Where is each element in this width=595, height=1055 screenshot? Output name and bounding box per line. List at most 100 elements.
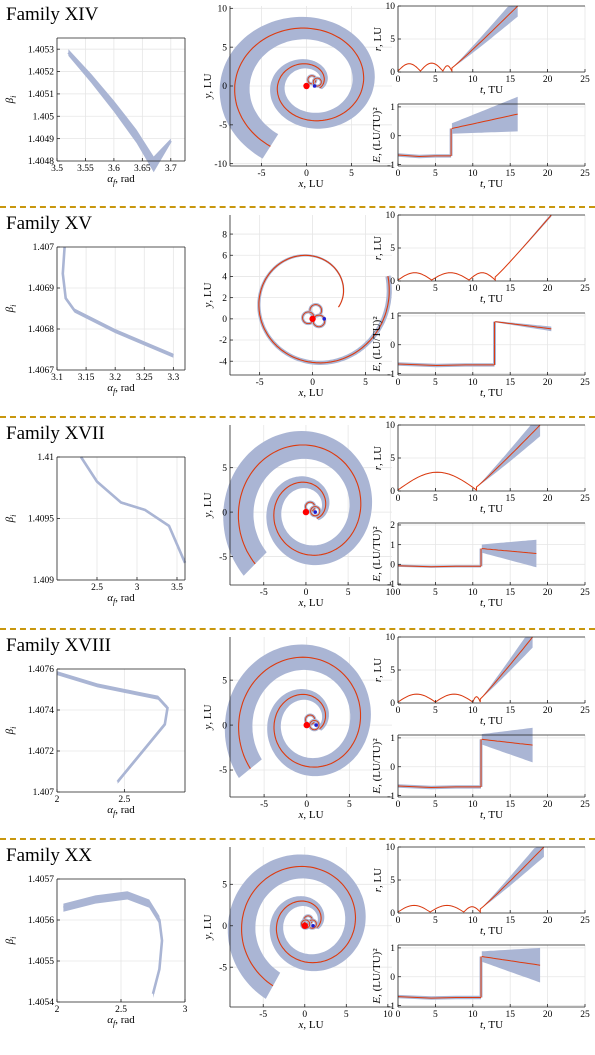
r-plot-x-tick-label: 10	[468, 494, 478, 504]
E-plot-x-tick-label: 15	[505, 378, 515, 388]
separator-line	[0, 206, 595, 208]
beta-plot-y-tick-label: 1.4056	[28, 916, 54, 926]
r-plot-x-tick-label: 0	[396, 284, 401, 294]
r-band	[398, 6, 518, 72]
secondary-marker	[322, 317, 327, 321]
r-plot-x-axis-label: t, TU	[480, 503, 503, 515]
r-plot-y-tick-label: 5	[390, 35, 395, 45]
r-plot-y-axis-label: r, LU	[372, 236, 384, 261]
r-plot-x-tick-label: 10	[468, 284, 478, 294]
E-plot-x-tick-label: 15	[505, 1010, 515, 1020]
beta-plot-y-tick-label: 1.4053	[28, 45, 54, 55]
traj-plot-x-axis-label: x, LU	[297, 178, 323, 190]
E-plot-y-tick-label: 0	[390, 763, 395, 773]
family-panel-xv: Family XV 3.1 3.15 3.2 3.25 3.3 1.4067 1.4068 1…	[0, 209, 595, 418]
beta-curve	[61, 246, 174, 357]
trajectory-spiral-band	[223, 431, 373, 576]
traj-plot-plot-area	[230, 215, 392, 375]
r-plot-x-tick-label: 20	[543, 75, 553, 85]
secondary-marker	[312, 84, 317, 88]
traj-plot-y-tick-label: -5	[219, 121, 227, 131]
E-plot-y-axis-label: E, (LU/TU)²	[371, 738, 383, 795]
trajectory-spiral-band	[224, 644, 371, 778]
traj-plot-y-tick-label: -4	[219, 357, 227, 367]
r-plot-y-axis-label: r, LU	[372, 27, 384, 52]
E-plot-y-tick-label: 2	[390, 521, 395, 531]
beta-plot-y-tick-label: 1.4048	[28, 157, 54, 167]
beta-plot-y-tick-label: 1.4051	[28, 90, 54, 100]
separator-line	[0, 628, 595, 630]
beta-plot-plot-area	[57, 669, 185, 792]
E-nominal-post	[495, 321, 552, 330]
beta-plot-y-axis-label: βi	[4, 515, 18, 524]
E-plot-y-axis-label: E, (LU/TU)²	[371, 526, 383, 583]
family-panel-xiv: Family XIV 3.5 3.55 3.6 3.65 3.7 1.4048 1.4049…	[0, 0, 595, 209]
beta-plot-axes: 3.5 3.55 3.6 3.65 3.7 1.4048 1.4049 1.405 1.4051…	[4, 37, 186, 187]
E-plot-y-tick-label: 1	[390, 734, 395, 744]
E-plot-x-tick-label: 15	[505, 800, 515, 810]
beta-curve	[56, 671, 169, 783]
r-plot-x-tick-label: 15	[505, 706, 515, 716]
E-plot-x-tick-label: 5	[433, 1010, 438, 1020]
beta-plot-y-tick-label: 1.4068	[28, 325, 54, 335]
beta-plot-y-axis-label: βi	[4, 937, 18, 946]
beta-plot-x-tick-label: 3.25	[136, 373, 153, 383]
traj-plot-x-tick-label: 0	[302, 1010, 307, 1020]
r-plot-y-tick-label: 5	[390, 454, 395, 464]
loop-nominal	[312, 77, 322, 87]
r-band	[398, 425, 541, 491]
traj-plot-y-tick-label: 6	[222, 251, 227, 261]
traj-plot-y-tick-label: -5	[219, 963, 227, 973]
primary-body	[303, 721, 310, 729]
r-plot-x-axis-label: t, TU	[480, 925, 503, 937]
E-plot-x-tick-label: 10	[468, 588, 478, 598]
beta-plot-y-tick-label: 1.4076	[28, 665, 54, 675]
r-plot-x-tick-label: 20	[543, 916, 553, 926]
r-plot-x-tick-label: 0	[396, 706, 401, 716]
beta-plot-x-tick-label: 3.2	[109, 373, 121, 383]
E-plot-y-tick-label: -1	[387, 1002, 395, 1012]
beta-plot-x-axis-label: αf, rad	[107, 173, 135, 187]
beta-plot-x-tick-label: 3.5	[51, 164, 63, 174]
family-plots: 2 2.5 3 1.4054 1.4055 1.4056 1.4057 αf, rad βi -5…	[4, 843, 590, 1031]
trajectory-spiral-nominal	[238, 656, 362, 769]
r-plot-y-tick-label: 0	[390, 277, 395, 287]
separator-line	[0, 416, 595, 418]
traj-plot-x-tick-label: 10	[383, 1010, 393, 1020]
E-plot-x-tick-label: 20	[543, 1010, 553, 1020]
beta-plot-y-tick-label: 1.409	[33, 576, 55, 586]
family-title: Family XV	[6, 213, 93, 234]
r-plot-x-tick-label: 0	[396, 916, 401, 926]
r-plot-y-tick-label: 10	[386, 421, 396, 431]
E-plot-x-tick-label: 5	[433, 588, 438, 598]
E-band-pre	[398, 784, 481, 790]
E-band-post	[481, 539, 537, 568]
E-plot-y-tick-label: 1	[390, 312, 395, 322]
E-plot-x-tick-label: 10	[468, 378, 478, 388]
traj-plot-axes: -5 0 5 -4 -2 0 2 4 6 8 x, LU y, LU	[202, 215, 392, 399]
traj-plot-y-axis-label: y, LU	[202, 704, 214, 730]
E-plot-x-axis-label: t, TU	[480, 178, 503, 190]
E-plot-x-tick-label: 15	[505, 169, 515, 179]
family-panel-xx: Family XX 2 2.5 3 1.4054 1.4055 1.4056 1.4057 α…	[0, 841, 595, 1050]
E-plot-y-tick-label: 0	[390, 132, 395, 142]
E-plot-x-axis-label: t, TU	[480, 1019, 503, 1031]
r-plot-x-tick-label: 25	[580, 494, 590, 504]
traj-plot-x-axis-label: x, LU	[297, 387, 323, 399]
trajectory-spiral-nominal	[234, 27, 365, 147]
E-plot-x-tick-label: 25	[580, 169, 590, 179]
beta-plot-x-tick-label: 3.1	[51, 373, 63, 383]
r-plot-x-tick-label: 5	[433, 916, 438, 926]
traj-plot-y-tick-label: 8	[222, 230, 227, 240]
E-band-pre	[398, 994, 481, 1000]
family-panel-xviii: Family XVIII 2 2.5 1.407 1.4072 1.4074 1.4076…	[0, 631, 595, 840]
r-plot-x-tick-label: 20	[543, 706, 553, 716]
trajectory-spiral-nominal	[258, 254, 390, 364]
E-plot-x-tick-label: 25	[580, 1010, 590, 1020]
trajectory-spiral-band	[227, 854, 366, 999]
